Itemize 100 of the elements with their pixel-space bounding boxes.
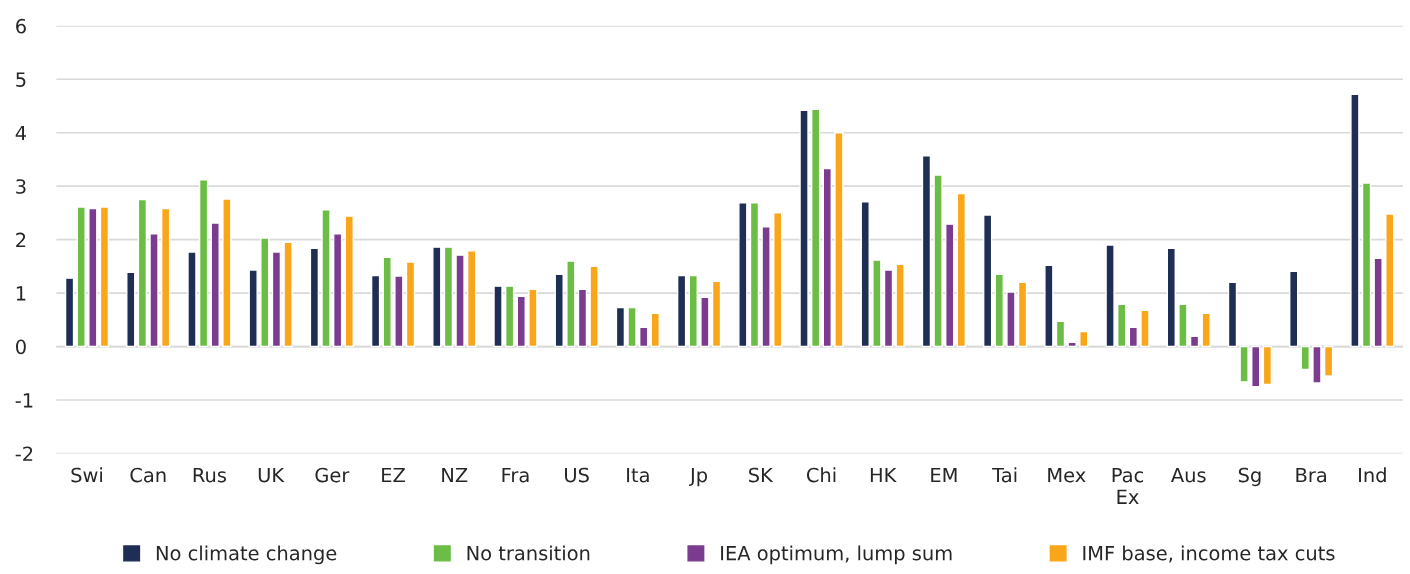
bar	[271, 251, 282, 348]
x-tick-label: Swi	[71, 467, 102, 483]
legend-label: IEA optimum, lump sum	[721, 545, 952, 565]
bar	[883, 269, 894, 348]
y-tick-label: 3	[16, 179, 26, 194]
bar	[432, 246, 442, 348]
x-tick-label: Ger	[315, 467, 350, 483]
bar	[895, 263, 905, 348]
bar	[615, 306, 626, 348]
bar	[676, 274, 687, 348]
bar	[1178, 303, 1188, 348]
bar	[198, 179, 209, 348]
bar	[822, 167, 832, 348]
x-tick-label: Chi	[806, 467, 836, 483]
bar	[187, 251, 197, 348]
x-tick-label: NZ	[442, 467, 468, 483]
bar	[99, 206, 110, 348]
x-tick-label: HK	[870, 467, 897, 483]
bar	[933, 174, 943, 348]
y-tick-label: 1	[16, 286, 26, 301]
x-tick-label: UK	[258, 467, 285, 483]
bar	[443, 246, 454, 348]
bar	[945, 223, 955, 348]
y-tick-label: 6	[16, 18, 26, 34]
bar	[76, 206, 86, 348]
bar	[455, 254, 465, 348]
bar	[921, 155, 932, 348]
x-tick-label: US	[565, 467, 589, 483]
bar	[749, 202, 760, 348]
bar	[344, 215, 354, 348]
bar	[994, 273, 1004, 348]
bar	[577, 288, 588, 348]
x-tick-label: Tai	[992, 467, 1017, 483]
x-tick-label: Rus	[193, 467, 227, 483]
bar	[382, 256, 392, 348]
bar	[1128, 326, 1139, 348]
bar	[1044, 264, 1054, 348]
x-tick-label: EZ	[382, 467, 405, 483]
y-tick-label: 2	[16, 232, 26, 248]
bar	[210, 222, 220, 348]
bar	[467, 250, 477, 348]
bar	[554, 273, 564, 348]
bar	[1006, 291, 1016, 348]
bar	[627, 306, 637, 348]
bar	[639, 326, 649, 348]
bar	[738, 202, 748, 348]
bar	[1350, 93, 1360, 348]
x-tick-label: Ita	[627, 467, 649, 483]
bar	[64, 277, 75, 348]
bar	[650, 312, 660, 348]
bar	[1227, 281, 1238, 348]
bar	[956, 192, 967, 348]
bar	[773, 212, 783, 348]
bar	[1385, 213, 1395, 348]
bar	[1201, 312, 1211, 348]
bar	[860, 200, 870, 348]
bar	[1079, 330, 1089, 348]
bar	[137, 198, 148, 348]
bar	[149, 233, 159, 348]
bar	[1105, 244, 1115, 348]
bar	[1140, 309, 1150, 348]
bar	[1067, 341, 1077, 348]
y-tick-label: 0	[16, 339, 26, 355]
bar	[394, 275, 404, 348]
bar	[370, 274, 381, 348]
bar	[332, 233, 343, 348]
bar	[248, 269, 258, 348]
x-tick-label: Can	[130, 467, 166, 483]
bar	[1373, 257, 1383, 348]
x-tick-label: Ind	[1359, 467, 1386, 483]
x-tick-label: Mex	[1048, 467, 1086, 483]
bar	[799, 109, 809, 348]
legend-label: IMF base, income tax cuts	[1083, 545, 1335, 563]
x-tick-label: Bra	[1296, 467, 1326, 483]
bar	[1055, 320, 1066, 348]
bar	[1289, 270, 1299, 348]
bar	[88, 207, 98, 348]
bar	[1300, 345, 1310, 371]
y-tick-label: 4	[15, 125, 27, 141]
x-tick-label: Jp	[689, 467, 708, 487]
bar	[589, 265, 599, 348]
bar	[834, 132, 844, 348]
x-tick-label: Sg	[1238, 467, 1261, 487]
bar	[1262, 345, 1273, 386]
x-tick-label: Aus	[1171, 467, 1206, 483]
bar	[566, 260, 576, 348]
bar	[126, 271, 136, 348]
bar	[260, 237, 270, 348]
bar	[222, 198, 232, 348]
bar	[504, 285, 515, 348]
bar	[761, 226, 771, 348]
x-tick-label: Fra	[502, 467, 529, 483]
bar	[1251, 345, 1261, 388]
bar	[982, 214, 993, 348]
bar	[810, 108, 821, 348]
legend-label: No climate change	[156, 545, 337, 565]
bar	[1239, 345, 1249, 383]
bar	[688, 274, 698, 348]
legend-label: No transition	[467, 545, 590, 561]
y-tick-label: -1	[15, 393, 33, 408]
